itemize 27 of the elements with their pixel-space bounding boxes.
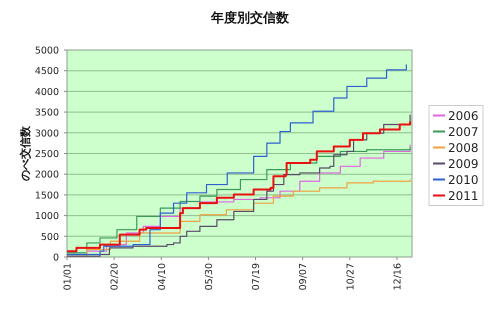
y-tick-label: 3000 xyxy=(34,128,59,140)
legend-label: 2009 xyxy=(448,157,479,171)
y-tick-label: 0 xyxy=(52,252,59,264)
y-tick-label: 1500 xyxy=(34,190,59,202)
y-tick-label: 1000 xyxy=(34,211,59,222)
x-tick-label: 12/16 xyxy=(392,263,404,290)
chart-title: 年度別交信数 xyxy=(210,10,290,26)
legend-label: 2007 xyxy=(448,125,479,139)
x-tick-label: 02/20 xyxy=(110,263,121,290)
y-tick-label: 500 xyxy=(40,232,59,243)
y-tick-label: 2000 xyxy=(34,170,59,181)
x-tick-label: 04/10 xyxy=(156,263,168,290)
y-axis-title: のべ交信数 xyxy=(19,125,32,181)
y-tick-label: 4500 xyxy=(34,66,59,78)
y-tick-label: 5000 xyxy=(34,46,59,56)
x-tick-label: 09/07 xyxy=(298,263,310,290)
x-tick-label: 01/01 xyxy=(62,263,74,290)
legend-label: 2010 xyxy=(448,173,479,187)
x-tick-label: 07/19 xyxy=(251,263,262,290)
y-tick-label: 2500 xyxy=(34,149,59,160)
x-tick-label: 05/30 xyxy=(204,263,215,290)
legend-label: 2006 xyxy=(448,109,479,123)
legend-label: 2008 xyxy=(448,141,479,155)
y-tick-label: 4000 xyxy=(34,86,59,98)
x-tick-label: 10/27 xyxy=(345,263,356,290)
y-tick-label: 3500 xyxy=(34,108,59,119)
legend-label: 2011 xyxy=(448,189,479,203)
